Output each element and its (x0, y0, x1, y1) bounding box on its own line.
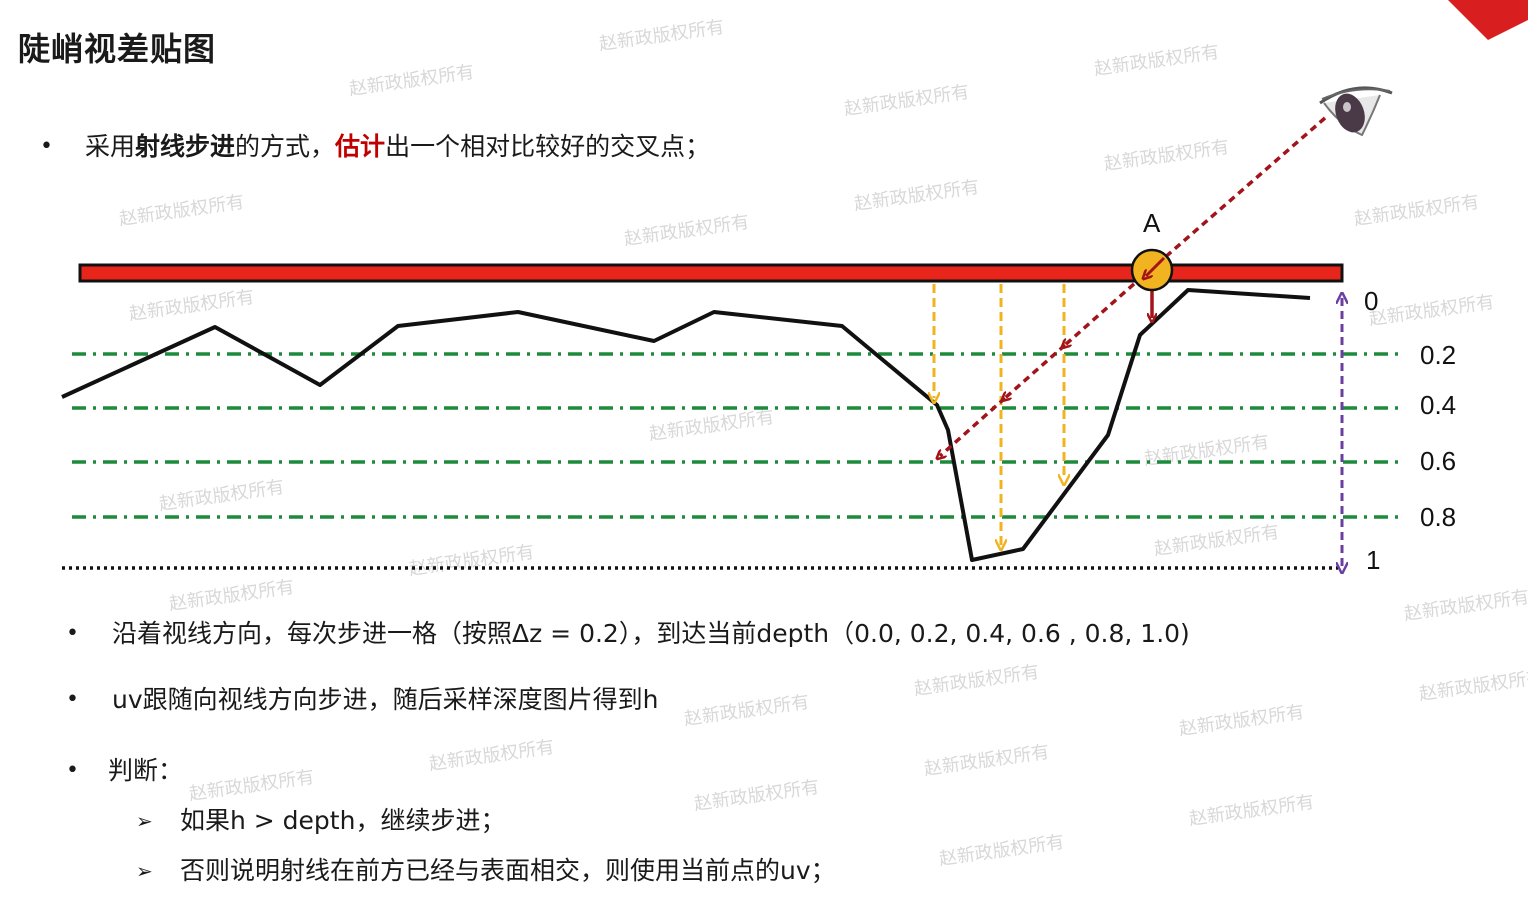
watermark-text: 赵新政版权所有 (188, 767, 316, 805)
ray-step-1 (1065, 266, 1154, 345)
watermark-text: 赵新政版权所有 (118, 192, 246, 230)
bullet-dot: • (40, 134, 53, 159)
step-sample-arrows (934, 284, 1064, 545)
bullet-1-part-5: 出一个相对比较好的交叉点； (385, 132, 711, 161)
watermark-text: 赵新政版权所有 (128, 287, 256, 325)
bullet-1-highlight: 估计 (335, 132, 386, 161)
watermark-text: 赵新政版权所有 (853, 177, 981, 215)
watermark-text: 赵新政版权所有 (938, 832, 1066, 870)
bullet-step-depth: 沿着视线方向，每次步进一格（按照Δz = 0.2），到达当前depth（0.0,… (112, 619, 1190, 648)
bullet-judge: 判断： (108, 756, 184, 785)
depth-layer-lines (72, 352, 1400, 519)
watermark-text: 赵新政版权所有 (1403, 587, 1528, 625)
bullet-ray-marching: 采用射线步进的方式，估计出一个相对比较好的交叉点； (85, 131, 710, 163)
watermark-text: 赵新政版权所有 (648, 407, 776, 445)
watermark-text: 赵新政版权所有 (1178, 702, 1306, 740)
watermark-text: 赵新政版权所有 (1153, 522, 1281, 560)
watermark-text: 赵新政版权所有 (923, 742, 1051, 780)
watermark-text: 赵新政版权所有 (693, 777, 821, 815)
bullet-dot: • (66, 687, 79, 712)
watermark-text: 赵新政版权所有 (843, 82, 971, 120)
arrow-bullet-icon: ➢ (136, 859, 153, 883)
watermark-text: 赵新政版权所有 (158, 477, 286, 515)
sub-bullet-intersect: 否则说明射线在前方已经与表面相交，则使用当前点的uv； (180, 856, 836, 885)
corner-flag-decoration (1448, 0, 1528, 40)
bullet-1-part-3: 的方式， (235, 132, 336, 161)
watermark-text: 赵新政版权所有 (1368, 292, 1496, 330)
ray-step-3 (940, 396, 1007, 456)
watermark-text: 赵新政版权所有 (913, 662, 1041, 700)
ray-step-2 (1005, 343, 1067, 398)
watermark-text: 赵新政版权所有 (348, 62, 476, 100)
sub-bullet-continue: 如果h > depth，继续步进； (180, 806, 506, 835)
watermark-text: 赵新政版权所有 (1143, 432, 1271, 470)
depth-label-0.8: 0.8 (1420, 502, 1456, 532)
depth-label-0.2: 0.2 (1420, 340, 1456, 370)
depth-labels: 0 0.2 0.4 0.6 0.8 1 (1364, 286, 1456, 575)
depth-label-0.6: 0.6 (1420, 446, 1456, 476)
ray-segment-eye-to-a (1153, 116, 1327, 268)
watermark-text: 赵新政版权所有 (623, 212, 751, 250)
watermark-text: 赵新政版权所有 (168, 577, 296, 615)
eye-icon (1319, 86, 1393, 137)
watermark-text: 赵新政版权所有 (1353, 192, 1481, 230)
arrow-bullet-icon: ➢ (136, 809, 153, 833)
watermark-text: 赵新政版权所有 (598, 17, 726, 55)
watermark-text: 赵新政版权所有 (1103, 137, 1231, 175)
watermark-text: 赵新政版权所有 (408, 542, 536, 580)
watermark-text: 赵新政版权所有 (1093, 42, 1221, 80)
depth-label-0: 0 (1364, 286, 1378, 316)
watermark-text: 赵新政版权所有 (428, 737, 556, 775)
bullet-1-part-1: 采用 (85, 132, 136, 161)
point-a-label: A (1143, 208, 1161, 238)
bullet-uv-sampling: uv跟随向视线方向步进，随后采样深度图片得到h (112, 685, 659, 714)
watermark-text: 赵新政版权所有 (1188, 792, 1316, 830)
point-a-inner-arrow (1146, 256, 1166, 276)
slide-title: 陡峭视差贴图 (18, 30, 217, 68)
depth-label-1: 1 (1366, 545, 1380, 575)
bullet-dot: • (66, 758, 79, 783)
bullet-1-emphasis: 射线步进 (135, 132, 236, 161)
bullet-dot: • (66, 621, 79, 646)
surface-plane (78, 263, 1344, 283)
watermark-text: 赵新政版权所有 (683, 692, 811, 730)
depth-label-0.4: 0.4 (1420, 390, 1456, 420)
heightfield-profile (61, 288, 1311, 562)
watermark-text: 赵新政版权所有 (1418, 667, 1528, 705)
